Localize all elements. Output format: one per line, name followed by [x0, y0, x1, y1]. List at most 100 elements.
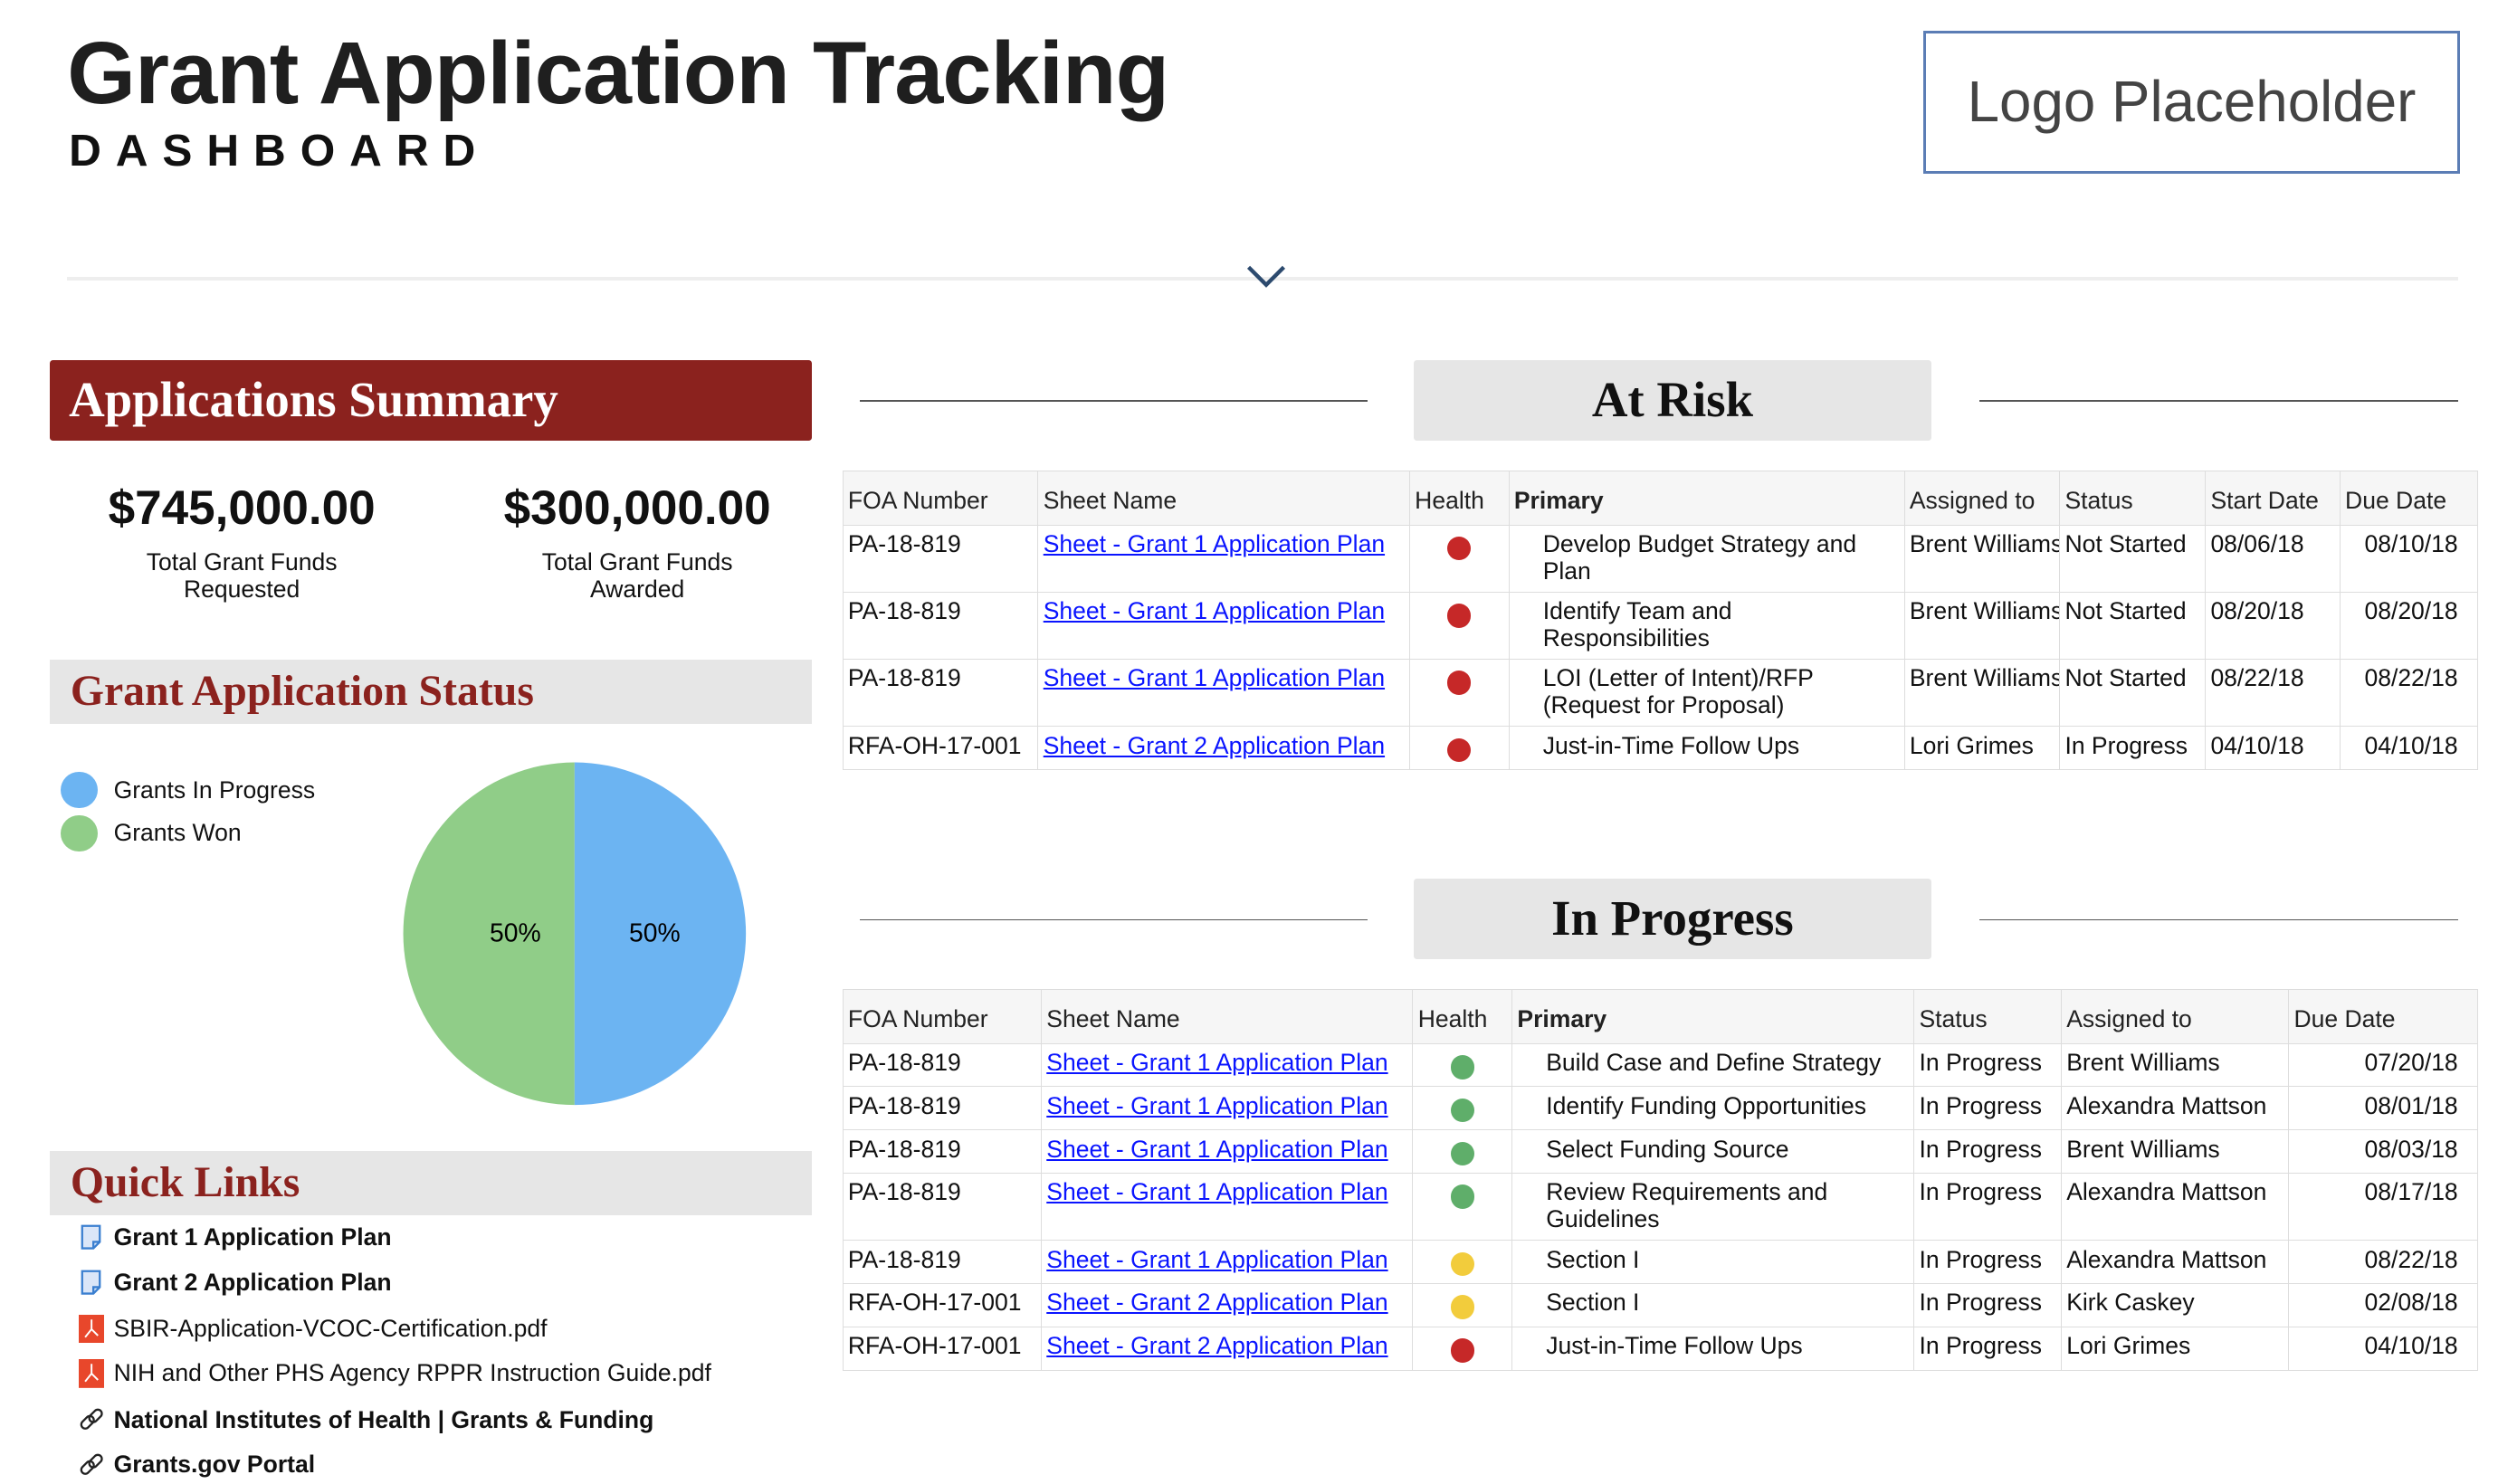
cell-due: 07/20/18 — [2288, 1042, 2478, 1088]
link-icon — [79, 1451, 104, 1479]
table-row: PA-18-819 Sheet - Grant 1 Application Pla… — [842, 659, 2478, 728]
quick-link-2[interactable]: Grant 2 Application Plan — [79, 1265, 392, 1300]
cell-status: In Progress — [1913, 1326, 2062, 1371]
quick-link-label[interactable]: National Institutes of Health | Grants &… — [113, 1405, 654, 1433]
cell-assigned: Alexandra Mattson — [2060, 1240, 2290, 1285]
column-header[interactable]: Sheet Name — [1040, 989, 1414, 1044]
cell-assigned: Brent Williams — [2060, 1129, 2290, 1175]
cell-foa: RFA-OH-17-001 — [842, 1283, 1042, 1327]
chevron-down-icon[interactable] — [1245, 262, 1287, 298]
cell-health — [1408, 524, 1510, 593]
divider — [860, 918, 1368, 921]
legend-label: Grants Won — [113, 819, 242, 847]
cell-health — [1412, 1240, 1513, 1285]
sheet-link[interactable]: Sheet - Grant 1 Application Plan — [1046, 1049, 1388, 1077]
table-row: PA-18-819 Sheet - Grant 1 Application Pla… — [842, 1042, 2478, 1088]
cell-due: 04/10/18 — [2339, 726, 2478, 771]
column-header[interactable]: FOA Number — [842, 989, 1042, 1044]
column-header[interactable]: Sheet Name — [1037, 471, 1410, 526]
sheet-link[interactable]: Sheet - Grant 2 Application Plan — [1046, 1332, 1388, 1360]
sheet-link[interactable]: Sheet - Grant 2 Application Plan — [1046, 1289, 1388, 1317]
divider — [1978, 918, 2458, 921]
sheet-link[interactable]: Sheet - Grant 1 Application Plan — [1046, 1178, 1388, 1206]
cell-due: 08/01/18 — [2288, 1086, 2478, 1131]
column-header[interactable]: Health — [1412, 989, 1513, 1044]
cell-sheet: Sheet - Grant 2 Application Plan — [1040, 1283, 1414, 1327]
cell-start: 08/06/18 — [2205, 524, 2341, 593]
quick-link-5[interactable]: National Institutes of Health | Grants &… — [79, 1403, 654, 1438]
at-risk-header: At Risk — [1414, 360, 1931, 441]
link-icon — [79, 1405, 104, 1434]
quick-links-header: Quick Links — [49, 1151, 812, 1215]
table-row: RFA-OH-17-001 Sheet - Grant 2 Application… — [842, 1326, 2478, 1371]
status-pie-chart: 50% 50% — [403, 762, 747, 1105]
column-header[interactable]: FOA Number — [842, 471, 1039, 526]
cell-foa: RFA-OH-17-001 — [842, 726, 1039, 771]
quick-link-label[interactable]: Grant 1 Application Plan — [113, 1223, 392, 1251]
column-header[interactable]: Health — [1408, 471, 1510, 526]
cell-foa: PA-18-819 — [842, 1173, 1042, 1241]
in-progress-header: In Progress — [1414, 879, 1931, 959]
sheet-link[interactable]: Sheet - Grant 1 Application Plan — [1043, 529, 1386, 557]
cell-status: In Progress — [1913, 1129, 2062, 1175]
cell-primary: Identify Team and Responsibilities — [1508, 591, 1905, 661]
funds-requested-value: $745,000.00 — [108, 480, 376, 535]
cell-sheet: Sheet - Grant 1 Application Plan — [1040, 1129, 1414, 1175]
health-green-icon — [1450, 1184, 1475, 1209]
cell-start: 04/10/18 — [2205, 726, 2341, 771]
quick-link-1[interactable]: Grant 1 Application Plan — [79, 1220, 392, 1255]
logo-placeholder: Logo Placeholder — [1922, 30, 2461, 174]
health-red-icon — [1450, 1338, 1475, 1363]
divider — [860, 400, 1368, 403]
column-header[interactable]: Assigned to — [2060, 989, 2290, 1044]
cell-status: Not Started — [2059, 659, 2207, 728]
quick-link-label[interactable]: Grants.gov Portal — [113, 1451, 316, 1479]
cell-start: 08/22/18 — [2205, 659, 2341, 728]
cell-sheet: Sheet - Grant 1 Application Plan — [1037, 524, 1410, 593]
cell-health — [1412, 1173, 1513, 1241]
column-header[interactable]: Status — [1913, 989, 2062, 1044]
sheet-link[interactable]: Sheet - Grant 1 Application Plan — [1046, 1135, 1388, 1163]
table-row: PA-18-819 Sheet - Grant 1 Application Pla… — [842, 1173, 2478, 1241]
sheet-link[interactable]: Sheet - Grant 2 Application Plan — [1043, 731, 1386, 759]
cell-assigned: Alexandra Mattson — [2060, 1086, 2290, 1131]
legend-won: Grants Won — [61, 814, 242, 852]
cell-sheet: Sheet - Grant 1 Application Plan — [1037, 659, 1410, 728]
sheet-link[interactable]: Sheet - Grant 1 Application Plan — [1046, 1245, 1388, 1273]
quick-link-4[interactable]: NIH and Other PHS Agency RPPR Instructio… — [78, 1356, 711, 1392]
sheet-link[interactable]: Sheet - Grant 1 Application Plan — [1046, 1091, 1388, 1119]
health-yellow-icon — [1450, 1295, 1475, 1319]
column-header[interactable]: Primary — [1508, 471, 1905, 526]
cell-due: 08/17/18 — [2288, 1173, 2478, 1241]
table-row: PA-18-819 Sheet - Grant 1 Application Pla… — [842, 591, 2478, 661]
sheet-link[interactable]: Sheet - Grant 1 Application Plan — [1043, 597, 1386, 625]
cell-health — [1408, 659, 1510, 728]
cell-status: In Progress — [1913, 1173, 2062, 1241]
cell-assigned: Brent Williams — [2060, 1042, 2290, 1088]
column-header[interactable]: Due Date — [2288, 989, 2478, 1044]
health-green-icon — [1450, 1098, 1475, 1123]
cell-status: In Progress — [1913, 1086, 2062, 1131]
quick-link-3[interactable]: SBIR-Application-VCOC-Certification.pdf — [78, 1311, 548, 1346]
cell-status: In Progress — [1913, 1042, 2062, 1088]
at-risk-table: FOA Number Sheet Name Health Primary Assigne… — [842, 471, 2478, 771]
health-red-icon — [1446, 536, 1472, 561]
column-header[interactable]: Primary — [1511, 989, 1915, 1044]
cell-status: In Progress — [2059, 726, 2207, 771]
quick-link-label[interactable]: Grant 2 Application Plan — [113, 1268, 392, 1296]
column-header[interactable]: Due Date — [2339, 471, 2478, 526]
column-header[interactable]: Assigned to — [1903, 471, 2061, 526]
sheet-link[interactable]: Sheet - Grant 1 Application Plan — [1043, 664, 1386, 692]
sheet-icon — [79, 1268, 104, 1297]
quick-link-label[interactable]: SBIR-Application-VCOC-Certification.pdf — [113, 1314, 548, 1342]
table-row: PA-18-819 Sheet - Grant 1 Application Pla… — [842, 1129, 2478, 1175]
column-header[interactable]: Status — [2059, 471, 2207, 526]
cell-primary: Section I — [1511, 1240, 1915, 1285]
column-header[interactable]: Start Date — [2205, 471, 2341, 526]
quick-link-label[interactable]: NIH and Other PHS Agency RPPR Instructio… — [113, 1359, 711, 1387]
quick-link-6[interactable]: Grants.gov Portal — [79, 1447, 315, 1482]
cell-due: 08/20/18 — [2339, 591, 2478, 661]
cell-foa: PA-18-819 — [842, 1042, 1042, 1088]
health-green-icon — [1450, 1141, 1475, 1166]
